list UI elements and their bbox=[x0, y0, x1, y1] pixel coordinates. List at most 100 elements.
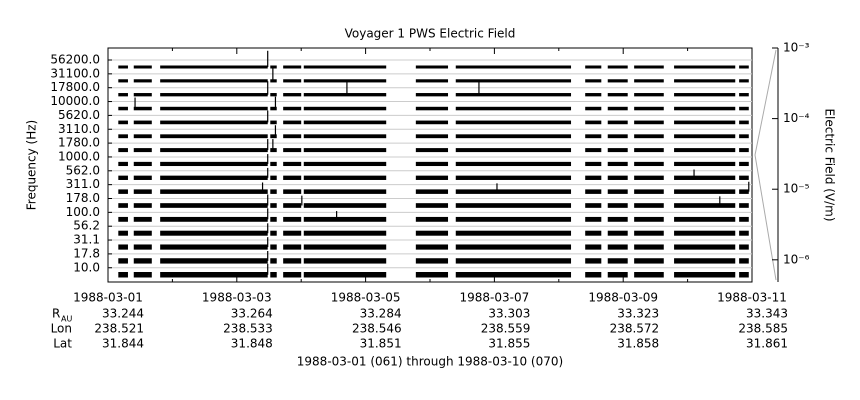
coverage-bar bbox=[455, 65, 572, 69]
coverage-bar bbox=[303, 216, 387, 222]
ephemeris-label: R bbox=[52, 307, 60, 321]
coverage-bar bbox=[585, 258, 602, 264]
ephemeris-value: 31.861 bbox=[746, 337, 788, 351]
coverage-bar bbox=[118, 79, 128, 83]
coverage-bar bbox=[674, 161, 736, 167]
coverage-bar bbox=[160, 134, 268, 139]
coverage-bar bbox=[455, 230, 572, 236]
coverage-bar bbox=[118, 148, 128, 153]
coverage-bar bbox=[585, 189, 602, 194]
coverage-bar bbox=[607, 189, 628, 194]
coverage-bar bbox=[133, 230, 152, 236]
coverage-bar bbox=[415, 175, 449, 180]
coverage-bar bbox=[674, 189, 736, 194]
coverage-bar bbox=[607, 93, 628, 97]
coverage-bar bbox=[739, 203, 749, 208]
coverage-bar bbox=[607, 230, 628, 236]
ephemeris-value: 33.284 bbox=[360, 307, 402, 321]
channel-label: 562.0 bbox=[66, 163, 100, 177]
coverage-bar bbox=[455, 216, 572, 222]
coverage-bar bbox=[270, 230, 277, 236]
coverage-bar bbox=[118, 216, 128, 222]
coverage-bar bbox=[455, 93, 572, 97]
coverage-bar bbox=[739, 258, 749, 264]
coverage-bar bbox=[415, 161, 449, 167]
channel-label: 10000.0 bbox=[50, 94, 100, 108]
ephemeris-value: 238.572 bbox=[610, 322, 660, 336]
coverage-bar bbox=[118, 65, 128, 69]
coverage-bar bbox=[674, 258, 736, 264]
coverage-bar bbox=[585, 65, 602, 69]
y-axis-label: Frequency (Hz) bbox=[25, 120, 39, 211]
coverage-bar bbox=[585, 203, 602, 208]
ephemeris-value: 238.559 bbox=[481, 322, 531, 336]
coverage-bar bbox=[160, 216, 268, 222]
coverage-bar bbox=[303, 120, 387, 125]
coverage-bar bbox=[283, 272, 302, 278]
coverage-bar bbox=[270, 65, 277, 69]
coverage-bar bbox=[160, 189, 268, 194]
coverage-bar bbox=[739, 272, 749, 278]
coverage-bar bbox=[303, 79, 387, 83]
coverage-bar bbox=[607, 244, 628, 250]
ephemeris-subscript: AU bbox=[61, 315, 72, 324]
coverage-bar bbox=[160, 65, 268, 69]
coverage-bar bbox=[415, 203, 449, 208]
coverage-bar bbox=[118, 272, 128, 278]
coverage-bar bbox=[133, 106, 152, 111]
coverage-bar bbox=[607, 65, 628, 69]
coverage-bar bbox=[739, 161, 749, 167]
coverage-bar bbox=[270, 216, 277, 222]
coverage-bar bbox=[303, 148, 387, 153]
coverage-bar bbox=[133, 216, 152, 222]
coverage-bar bbox=[133, 65, 152, 69]
coverage-bar bbox=[303, 106, 387, 111]
coverage-bar bbox=[415, 244, 449, 250]
coverage-bar bbox=[455, 134, 572, 139]
coverage-bar bbox=[415, 134, 449, 139]
ephemeris-value: 31.848 bbox=[231, 337, 273, 351]
coverage-bar bbox=[270, 244, 277, 250]
y2-axis-label: Electric Field (V/m) bbox=[823, 108, 837, 221]
coverage-bar bbox=[607, 148, 628, 153]
coverage-bar bbox=[415, 216, 449, 222]
footer: 1988-03-01 (061) through 1988-03-10 (070… bbox=[297, 355, 563, 369]
coverage-bar bbox=[634, 258, 664, 264]
channel-label: 1780.0 bbox=[58, 136, 100, 150]
connector bbox=[754, 154, 777, 281]
coverage-bar bbox=[674, 175, 736, 180]
coverage-bar bbox=[585, 216, 602, 222]
coverage-bar bbox=[303, 93, 387, 97]
y2-tick-label: 10⁻⁴ bbox=[783, 111, 810, 125]
coverage-bar bbox=[118, 203, 128, 208]
x-tick-label: 1988-03-05 bbox=[331, 291, 401, 305]
coverage-bar bbox=[634, 93, 664, 97]
coverage-bar bbox=[455, 106, 572, 111]
coverage-bar bbox=[270, 106, 277, 111]
coverage-bar bbox=[160, 230, 268, 236]
ephemeris-value: 31.844 bbox=[102, 337, 144, 351]
coverage-bar bbox=[607, 161, 628, 167]
coverage-bar bbox=[607, 120, 628, 125]
coverage-bar bbox=[283, 148, 302, 153]
coverage-bar bbox=[415, 148, 449, 153]
coverage-bar bbox=[739, 93, 749, 97]
coverage-bar bbox=[118, 134, 128, 139]
coverage-bar bbox=[133, 175, 152, 180]
coverage-bar bbox=[674, 216, 736, 222]
coverage-bar bbox=[160, 106, 268, 111]
coverage-bar bbox=[415, 189, 449, 194]
coverage-bar bbox=[585, 120, 602, 125]
x-tick-label: 1988-03-09 bbox=[588, 291, 658, 305]
ephemeris-value: 33.323 bbox=[617, 307, 659, 321]
coverage-bar bbox=[283, 65, 302, 69]
coverage-bar bbox=[585, 148, 602, 153]
ephemeris-value: 31.855 bbox=[488, 337, 530, 351]
coverage-bar bbox=[118, 244, 128, 250]
coverage-bar bbox=[133, 120, 152, 125]
coverage-bar bbox=[415, 230, 449, 236]
coverage-bar bbox=[415, 258, 449, 264]
x-tick-label: 1988-03-01 bbox=[73, 291, 143, 305]
coverage-bar bbox=[160, 161, 268, 167]
coverage-bar bbox=[133, 148, 152, 153]
